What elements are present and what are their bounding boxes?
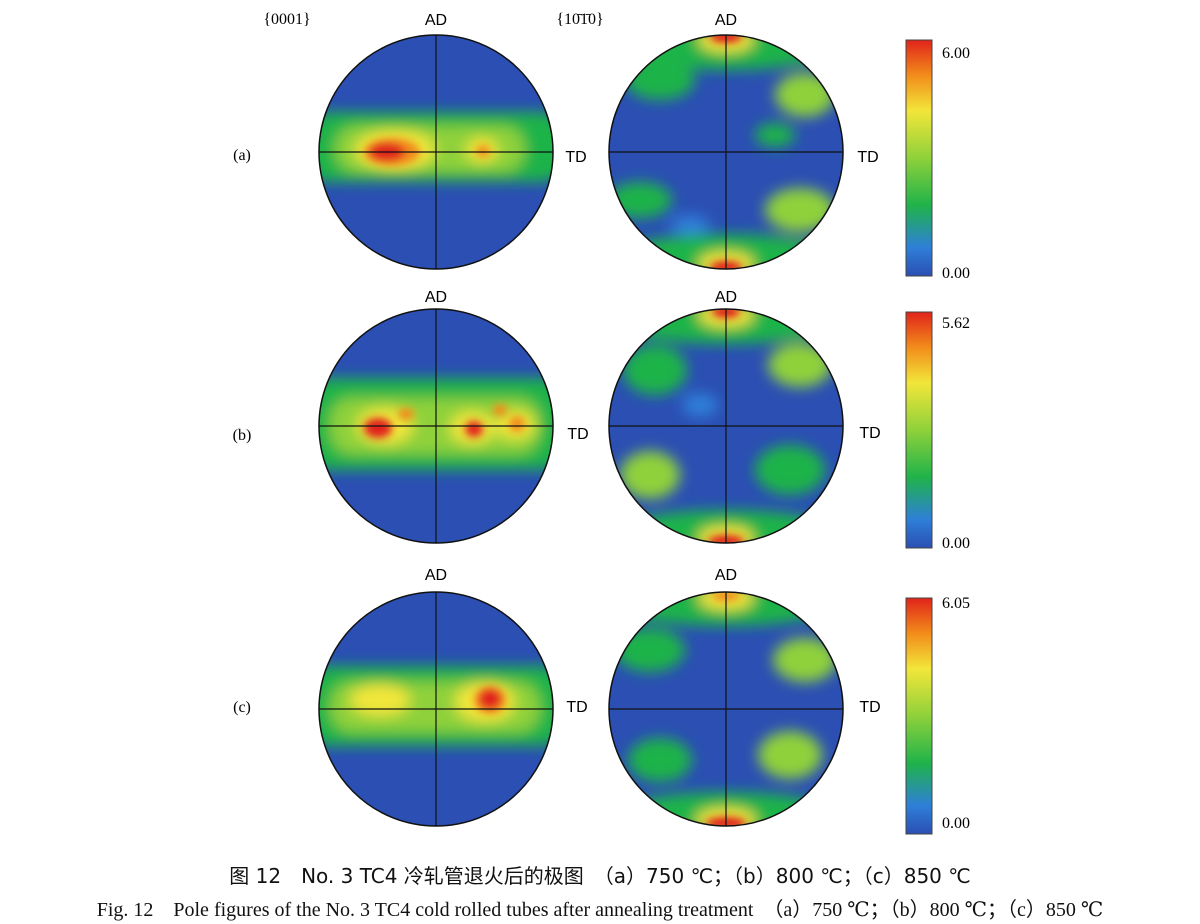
pole-figure-basal <box>319 35 553 269</box>
panel-c: (c) AD TD AD <box>233 567 970 835</box>
panel-label-c: (c) <box>233 699 251 716</box>
td-label: TD <box>566 699 587 716</box>
pole-figure-prismatic <box>609 35 843 269</box>
td-label: TD <box>565 149 586 166</box>
colorbar <box>905 39 933 277</box>
ad-label: AD <box>425 289 447 306</box>
ad-label: AD <box>715 567 737 584</box>
panel-a: (a) AD TD AD <box>233 12 970 282</box>
pole-label-basal: {0001} <box>263 11 310 28</box>
colorbar-min: 0.00 <box>942 535 970 552</box>
pole-label-prismatic: {10̄1̄0} <box>556 11 603 28</box>
pole-figure-prismatic <box>609 592 843 826</box>
td-label: TD <box>857 149 878 166</box>
td-label: TD <box>859 699 880 716</box>
colorbar-min: 0.00 <box>942 265 970 282</box>
figure-caption-chinese: 图 12 No. 3 TC4 冷轧管退火后的极图 （a）750 ℃；（b）800… <box>229 864 971 888</box>
colorbar-max: 5.62 <box>942 315 970 332</box>
pole-figure-basal <box>319 309 553 543</box>
ad-label: AD <box>715 289 737 306</box>
panel-b: (b) AD TD AD <box>233 289 970 552</box>
pole-figure-grid: {0001} {10̄1̄0} (a) AD TD AD <box>233 11 970 835</box>
colorbar-max: 6.00 <box>942 45 970 62</box>
colorbar <box>905 597 933 835</box>
figure-caption-english: Fig. 12 Pole figures of the No. 3 TC4 co… <box>96 899 1104 921</box>
ad-label: AD <box>425 12 447 29</box>
pole-figure-prismatic <box>609 309 843 543</box>
td-label: TD <box>567 426 588 443</box>
ad-label: AD <box>715 12 737 29</box>
td-label: TD <box>859 425 880 442</box>
colorbar-min: 0.00 <box>942 815 970 832</box>
panel-label-a: (a) <box>233 147 251 164</box>
pole-figure-basal <box>319 592 553 826</box>
colorbar-max: 6.05 <box>942 595 970 612</box>
panel-label-b: (b) <box>233 427 252 444</box>
ad-label: AD <box>425 567 447 584</box>
colorbar <box>905 311 933 549</box>
